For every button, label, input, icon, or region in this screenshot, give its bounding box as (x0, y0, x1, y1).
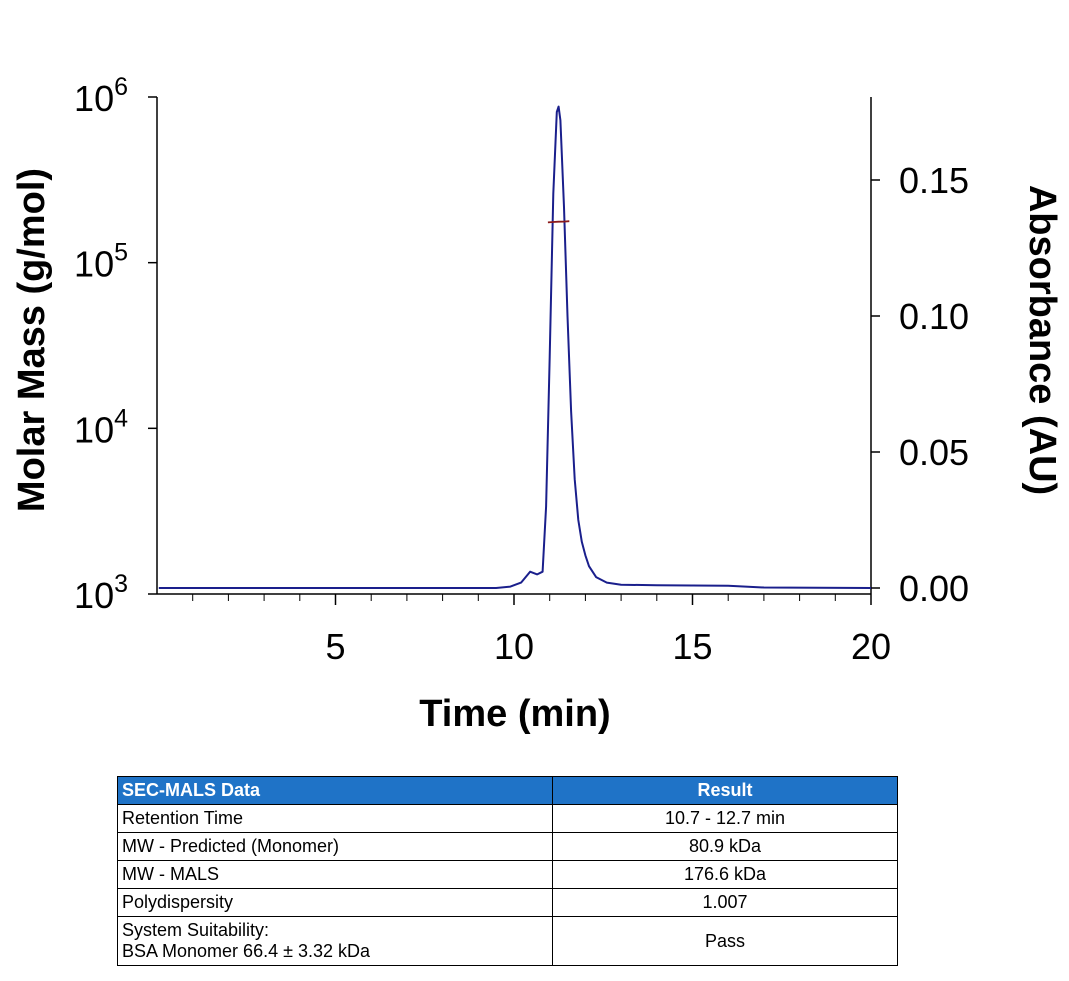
table-row: Polydispersity 1.007 (117, 888, 898, 917)
x-tick-label: 10 (494, 626, 534, 667)
y-left-tick-label: 105 (74, 239, 128, 285)
y-right-tick-label: 0.00 (899, 568, 969, 609)
table-row: System Suitability: BSA Monomer 66.4 ± 3… (117, 916, 898, 966)
row-value: 176.6 kDa (552, 860, 898, 889)
y-right-tick-label: 0.10 (899, 296, 969, 337)
y-right-tick-label: 0.15 (899, 160, 969, 201)
table-header-result: Result (552, 776, 898, 805)
row-label: System Suitability: BSA Monomer 66.4 ± 3… (117, 916, 553, 966)
x-tick-label: 15 (672, 626, 712, 667)
row-label: Retention Time (117, 804, 553, 833)
row-label: Polydispersity (117, 888, 553, 917)
y-left-tick-label: 106 (74, 73, 128, 119)
molar-mass-trace (547, 220, 570, 224)
y-right-tick-label: 0.05 (899, 432, 969, 473)
table-header-row: SEC-MALS Data Result (117, 776, 898, 805)
table-header-label: SEC-MALS Data (117, 776, 553, 805)
absorbance-trace (158, 105, 872, 589)
x-axis-title: Time (min) (419, 693, 610, 735)
row-value: 1.007 (552, 888, 898, 917)
row-label: MW - Predicted (Monomer) (117, 832, 553, 861)
series-group (158, 105, 872, 589)
y-left-axis-title: Molar Mass (g/mol) (11, 168, 53, 512)
x-tick-label: 5 (325, 626, 345, 667)
row-label-line1: System Suitability: (122, 920, 270, 940)
table-row: Retention Time 10.7 - 12.7 min (117, 804, 898, 833)
row-value: Pass (552, 916, 898, 966)
y-left-tick-label: 104 (74, 404, 128, 450)
y-right-axis-title: Absorbance (AU) (1021, 185, 1063, 495)
y-left-ticks: 103 104 105 106 (74, 73, 157, 616)
y-left-tick-label: 103 (74, 570, 128, 616)
y-right-ticks: 0.00 0.05 0.10 0.15 (871, 160, 969, 609)
sec-mals-chart: 5 10 15 20 103 104 105 106 0.00 0.05 0.10 0.15 Ti… (11, 73, 1063, 735)
row-value: 10.7 - 12.7 min (552, 804, 898, 833)
row-value: 80.9 kDa (552, 832, 898, 861)
sec-mals-table: SEC-MALS Data Result Retention Time 10.7… (117, 776, 898, 966)
row-label-line2: BSA Monomer 66.4 ± 3.32 kDa (122, 941, 371, 961)
x-tick-label: 20 (851, 626, 891, 667)
table-row: MW - MALS 176.6 kDa (117, 860, 898, 889)
x-ticks: 5 10 15 20 (192, 594, 891, 667)
axes (156, 97, 872, 595)
row-label: MW - MALS (117, 860, 553, 889)
table-row: MW - Predicted (Monomer) 80.9 kDa (117, 832, 898, 861)
